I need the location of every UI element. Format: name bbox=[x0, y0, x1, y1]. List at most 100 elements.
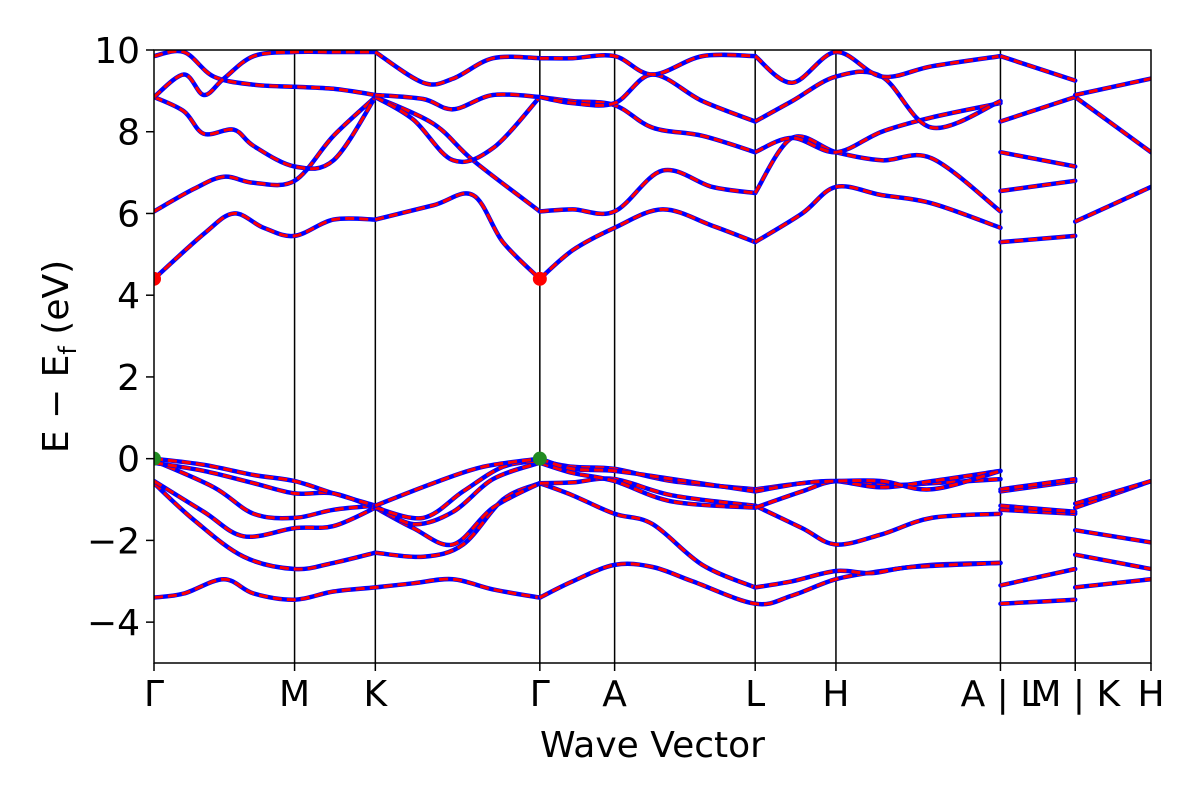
band-line-primary bbox=[537, 167, 758, 217]
band-line-primary bbox=[537, 480, 758, 590]
band-line-overlay bbox=[374, 95, 541, 213]
band-line-overlay bbox=[154, 577, 541, 602]
x-axis-title: Wave Vector bbox=[540, 725, 765, 766]
band-line-primary bbox=[998, 53, 1078, 83]
band-line-overlay bbox=[374, 192, 541, 280]
y-tick-label: 0 bbox=[117, 440, 140, 481]
band-line-overlay bbox=[1000, 567, 1076, 587]
band-line-overlay bbox=[754, 70, 1002, 130]
band-line-overlay bbox=[539, 461, 756, 510]
band-line-overlay bbox=[538, 207, 756, 281]
y-tick-label: 10 bbox=[94, 31, 140, 72]
y-tick-label: 8 bbox=[117, 113, 140, 154]
vbm-marker bbox=[154, 451, 161, 466]
cbm-marker bbox=[154, 271, 161, 286]
band-line-overlay bbox=[154, 457, 376, 508]
band-line-primary bbox=[154, 211, 378, 282]
band-line-primary bbox=[752, 50, 1003, 85]
band-line-overlay bbox=[754, 101, 1001, 154]
band-line-overlay bbox=[374, 50, 540, 86]
band-line-primary bbox=[752, 134, 1003, 214]
band-line-overlay bbox=[374, 461, 541, 526]
band-line-overlay bbox=[154, 50, 376, 97]
x-axis: Γ M K Γ A L H A | LM | K H bbox=[144, 663, 1165, 715]
y-axis: −4 −2 0 2 4 6 8 10 bbox=[87, 31, 154, 644]
x-tick-label: M bbox=[279, 674, 310, 715]
x-tick-label: L bbox=[745, 674, 765, 715]
band-line-overlay bbox=[1075, 577, 1151, 589]
y-tick-label: 6 bbox=[117, 194, 140, 235]
band-line-primary bbox=[752, 100, 1003, 155]
band-line-overlay bbox=[1000, 179, 1076, 193]
band-line-overlay bbox=[154, 211, 376, 281]
x-tick-label: Γ bbox=[530, 674, 550, 715]
band-line-overlay bbox=[539, 457, 756, 493]
band-line-overlay bbox=[1074, 553, 1151, 571]
x-tick-label: A bbox=[602, 674, 627, 715]
band-line-overlay bbox=[1074, 185, 1151, 223]
band-line-overlay bbox=[154, 482, 376, 571]
band-line-primary bbox=[1072, 76, 1151, 98]
plot-area bbox=[154, 50, 1151, 663]
y-axis-title: E − Ef (eV) bbox=[36, 260, 82, 453]
band-line-overlay bbox=[1000, 477, 1076, 491]
band-line-overlay bbox=[1000, 598, 1076, 606]
band-line-primary bbox=[752, 69, 1003, 131]
band-line-overlay bbox=[1000, 95, 1076, 123]
band-line-overlay bbox=[1000, 504, 1076, 514]
y-axis-title-subscript: f bbox=[54, 346, 82, 355]
x-tick-label: K bbox=[364, 674, 389, 715]
band-line-primary bbox=[752, 503, 1003, 547]
band-line-overlay bbox=[539, 72, 756, 123]
x-tick-label: Γ bbox=[144, 674, 164, 715]
band-line-primary bbox=[154, 50, 378, 100]
band-line-primary bbox=[537, 72, 758, 124]
band-line-overlay bbox=[1074, 528, 1151, 544]
band-line-primary bbox=[1072, 478, 1151, 506]
band-line-primary bbox=[1072, 552, 1151, 572]
band-line-overlay bbox=[1000, 150, 1076, 168]
y-axis-title-main: E − E bbox=[36, 355, 77, 454]
band-line-overlay bbox=[754, 184, 1002, 244]
band-line-overlay bbox=[374, 95, 541, 164]
band-line-overlay bbox=[754, 504, 1001, 547]
band-line-overlay bbox=[1074, 95, 1151, 154]
y-tick-label: −2 bbox=[87, 521, 140, 562]
x-tick-label: H bbox=[822, 674, 849, 715]
band-line-overlay bbox=[539, 53, 756, 77]
y-axis-title-unit: (eV) bbox=[36, 260, 77, 346]
band-line-overlay bbox=[374, 457, 541, 508]
band-line-overlay bbox=[154, 95, 377, 171]
vbm-marker bbox=[532, 451, 547, 466]
band-line-primary bbox=[752, 184, 1003, 245]
band-line-overlay bbox=[754, 477, 1001, 510]
cbm-marker bbox=[532, 271, 547, 286]
band-line-overlay bbox=[154, 459, 376, 520]
band-line-primary bbox=[373, 191, 543, 282]
band-line-overlay bbox=[754, 50, 1001, 85]
band-line-overlay bbox=[539, 168, 756, 216]
band-line-overlay bbox=[154, 95, 377, 213]
x-tick-label: A | L bbox=[961, 674, 1041, 715]
band-line-overlay bbox=[1000, 234, 1076, 244]
x-tick-label: M | K bbox=[1030, 674, 1121, 715]
band-line-overlay bbox=[1000, 54, 1076, 83]
band-line-overlay bbox=[754, 469, 1001, 493]
band-line-overlay bbox=[1074, 77, 1151, 97]
plot-frame bbox=[153, 49, 1152, 664]
band-line-primary bbox=[154, 94, 378, 171]
y-tick-label: 4 bbox=[117, 276, 140, 317]
band-line-overlay bbox=[1074, 479, 1151, 506]
band-line-overlay bbox=[539, 481, 756, 589]
x-tick-label: H bbox=[1137, 674, 1164, 715]
band-line-overlay bbox=[753, 134, 1002, 213]
band-line-overlay bbox=[154, 479, 376, 539]
band-line-primary bbox=[537, 207, 758, 282]
y-tick-label: 2 bbox=[117, 358, 140, 399]
band-line-primary bbox=[998, 94, 1078, 124]
band-line-primary bbox=[752, 560, 1003, 590]
band-line-overlay bbox=[754, 561, 1001, 589]
y-tick-label: −4 bbox=[87, 603, 140, 644]
band-line-overlay bbox=[375, 92, 540, 111]
